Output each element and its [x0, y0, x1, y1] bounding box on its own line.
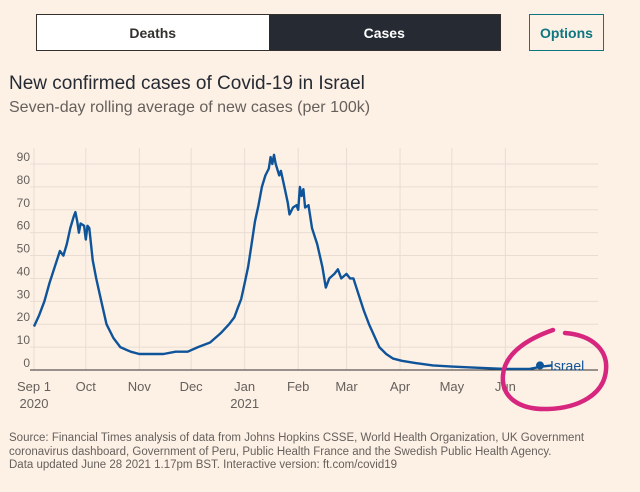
y-tick-label: 50 [17, 242, 31, 256]
x-tick-label: Mar [335, 379, 358, 394]
source-line-1: Source: Financial Times analysis of data… [9, 432, 585, 444]
x-tick-label: Sep 1 [17, 379, 51, 394]
x-tick-label: Jan [234, 379, 255, 394]
y-tick-label: 40 [17, 264, 31, 278]
x-tick-year-label: 2020 [20, 396, 49, 411]
y-tick-label: 60 [17, 219, 31, 233]
x-tick-year-label: 2021 [230, 396, 259, 411]
tab-cases[interactable]: Cases [268, 15, 500, 50]
x-tick-label: May [440, 379, 465, 394]
metric-toggle: Deaths Cases [36, 14, 501, 51]
y-tick-label: 80 [17, 173, 31, 187]
annotation-circle [500, 327, 609, 412]
series-end-label: Israel [550, 357, 584, 373]
source-note: Source: Financial Times analysis of data… [9, 432, 619, 473]
options-button[interactable]: Options [529, 14, 604, 51]
x-tick-label: Dec [180, 379, 204, 394]
y-tick-label: 0 [23, 356, 30, 370]
x-tick-label: Nov [128, 379, 152, 394]
source-line-3: Data updated June 28 2021 1.17pm BST. In… [9, 459, 398, 471]
y-tick-label: 90 [17, 150, 31, 164]
tab-deaths[interactable]: Deaths [37, 15, 269, 50]
chart-title: New confirmed cases of Covid-19 in Israe… [9, 73, 365, 94]
y-tick-label: 10 [17, 333, 31, 347]
series-line-israel [32, 153, 553, 371]
y-tick-label: 30 [17, 287, 31, 301]
x-tick-label: Feb [287, 379, 309, 394]
x-tick-label: Oct [76, 379, 97, 394]
y-tick-label: 20 [17, 310, 31, 324]
line-chart: 0 10 20 30 40 50 60 70 80 90 Sep 1 2020 Oct Nov Dec Jan… [17, 148, 609, 412]
chart-subtitle: Seven-day rolling average of new cases (… [9, 99, 371, 116]
x-tick-label: Apr [390, 379, 411, 394]
series-end-dot [536, 361, 544, 370]
y-tick-label: 70 [17, 196, 31, 210]
source-line-2: coronavirus dashboard, Government of Per… [9, 445, 552, 458]
